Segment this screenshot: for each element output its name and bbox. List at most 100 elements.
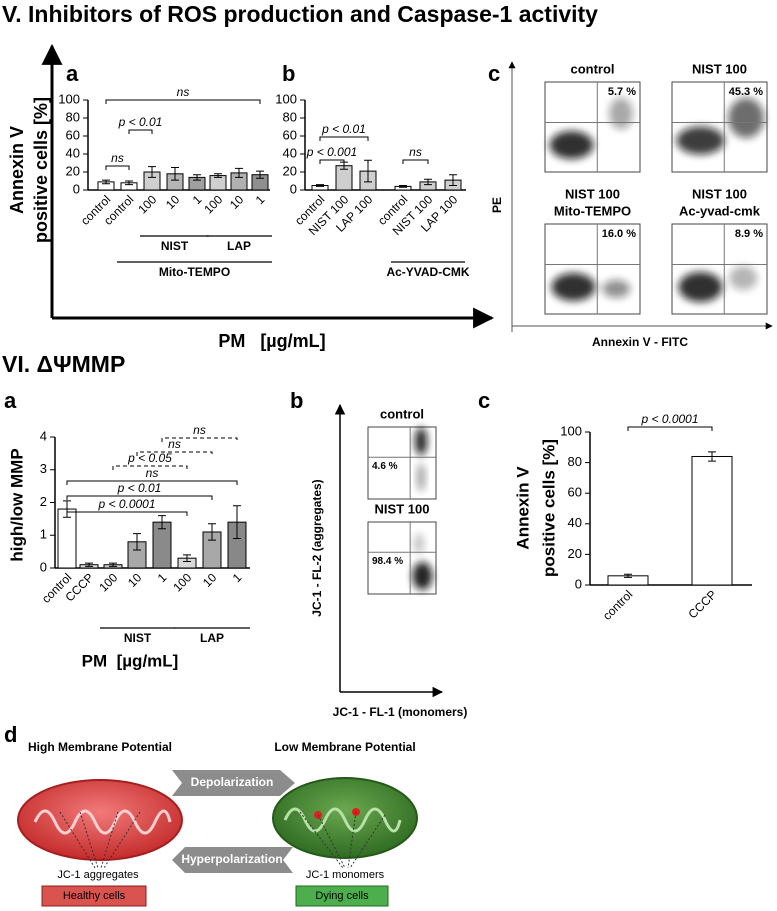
significance-label: ns: [193, 423, 206, 437]
error-bar: [214, 173, 222, 178]
significance-bracket: [66, 495, 213, 500]
y-axis-label: Annexin V: [7, 126, 27, 214]
event-density: [676, 126, 725, 155]
y-axis-label: positive cells [%]: [539, 439, 558, 577]
significance-bracket: [402, 159, 429, 164]
flow-title: Ac-yvad-cmk: [679, 203, 761, 218]
panel-letter: b: [290, 388, 303, 413]
y-tick-label: 20: [66, 163, 80, 178]
error-bar: [235, 167, 243, 178]
y-tick-label: 80: [568, 454, 582, 469]
panel-letter: d: [4, 722, 17, 747]
arrow-shape: [172, 770, 295, 796]
group-label: Mito-TEMPO: [159, 265, 230, 279]
error-bar: [133, 533, 141, 551]
x-axis-label: PM [µg/mL]: [218, 331, 325, 351]
event-density: [551, 273, 596, 301]
arrow-label: Depolarization: [191, 775, 274, 789]
bar: [691, 455, 733, 586]
y-tick-label: 4: [40, 428, 47, 443]
state-box: [295, 885, 389, 907]
x-tick-label: 10: [227, 192, 247, 212]
y-tick-label: 80: [283, 109, 297, 124]
pointer-lines: [59, 811, 141, 869]
significance-bracket: [319, 159, 345, 164]
y-tick-label: 0: [40, 559, 47, 574]
error-bar: [102, 179, 110, 185]
error-bar: [171, 167, 179, 181]
significance-bracket: [128, 129, 153, 134]
y-tick-label: 40: [283, 145, 297, 160]
significance-label: p < 0.01: [117, 481, 162, 495]
cristae: [33, 809, 172, 835]
x-tick-label: 1: [230, 570, 245, 585]
y-axis-label: PE: [490, 197, 504, 213]
diagram: High Membrane Potential Low Membrane Pot…: [17, 740, 418, 907]
y-tick-label: 0: [73, 181, 80, 196]
flow-percent: 8.9 %: [735, 228, 763, 240]
flow-percent: 5.7 %: [608, 86, 636, 98]
event-density: [417, 463, 426, 492]
flow-plot: [544, 223, 641, 315]
x-axis-label: PM [µg/mL]: [82, 651, 179, 670]
y-axis-label: high/low MMP: [7, 448, 26, 561]
y-tick-label: 40: [568, 515, 582, 530]
flow-title: Mito-TEMPO: [554, 203, 631, 218]
significance-bracket: [627, 426, 713, 431]
significance-label: ns: [146, 466, 159, 480]
error-bar: [624, 573, 632, 578]
panel-letter: b: [282, 61, 295, 86]
x-tick-label: CCCP: [685, 587, 719, 621]
section-title: V. Inhibitors of ROS production and Casp…: [2, 1, 598, 27]
error-bar: [424, 178, 432, 186]
event-density: [412, 562, 433, 590]
group-label: Ac-YVAD-CMK: [386, 265, 469, 279]
error-bar: [399, 185, 407, 188]
error-bar: [316, 184, 324, 187]
error-bar: [449, 174, 457, 186]
significance-label: p < 0.01: [321, 122, 366, 136]
y-tick-label: 3: [40, 461, 47, 476]
error-bar: [158, 515, 166, 530]
error-bar: [208, 523, 216, 541]
error-bar: [256, 170, 264, 179]
event-density: [729, 266, 758, 290]
group-label: NIST: [124, 631, 152, 645]
significance-bracket: [112, 465, 188, 470]
significance-label: ns: [111, 151, 124, 165]
significance-bracket: [319, 136, 369, 141]
x-tick-label: 100: [201, 192, 225, 216]
state-label: Healthy cells: [63, 890, 126, 902]
flow-title: NIST 100: [565, 186, 620, 201]
x-tick-label: 1: [253, 192, 268, 207]
y-tick-label: 100: [560, 423, 582, 438]
dye-label: JC-1 monomers: [306, 869, 385, 881]
error-bar: [125, 180, 133, 186]
y-tick-label: 20: [568, 546, 582, 561]
y-tick-label: 60: [66, 127, 80, 142]
y-tick-label: 20: [283, 163, 297, 178]
significance-label: p < 0.05: [127, 451, 172, 465]
error-bar: [109, 562, 117, 567]
mitochondrion: [17, 779, 183, 861]
dye-label: JC-1 aggregates: [57, 869, 139, 881]
pointer-lines: [299, 811, 386, 869]
flow-title: control: [380, 406, 424, 421]
significance-label: p < 0.0001: [640, 412, 698, 426]
significance-bracket: [136, 451, 213, 456]
x-tick-label: 10: [200, 570, 220, 590]
y-tick-label: 100: [275, 91, 297, 106]
state-box: [41, 885, 147, 907]
significance-label: ns: [409, 145, 422, 159]
event-density: [728, 98, 765, 138]
flow-percent: 16.0 %: [602, 228, 636, 240]
event-density: [414, 533, 424, 554]
y-axis-label: JC-1 - FL-2 (aggregates): [310, 479, 324, 616]
section-title: VI. ΔΨMMP: [2, 351, 125, 377]
flow-percent: 45.3 %: [729, 86, 763, 98]
cristae: [283, 807, 402, 833]
flow-title: control: [570, 61, 614, 76]
y-axis-label: Annexin V: [513, 466, 532, 550]
y-tick-label: 2: [40, 494, 47, 509]
significance-bracket: [66, 480, 238, 485]
